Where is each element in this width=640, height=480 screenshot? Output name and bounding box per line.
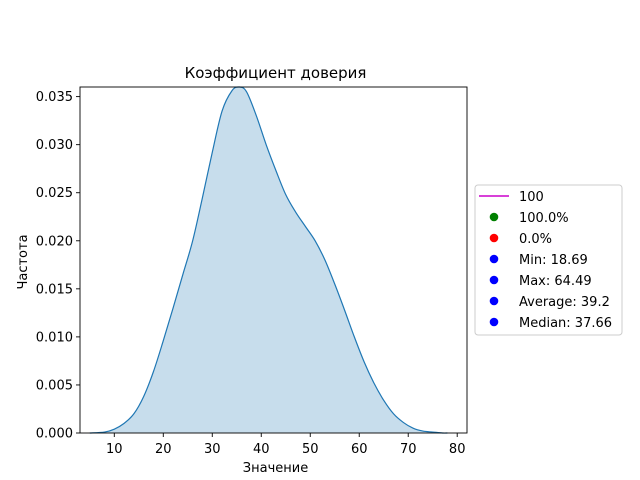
legend-label: 0.0% [519,232,552,247]
x-tick-label: 20 [155,442,172,457]
x-tick-label: 70 [400,442,417,457]
plot-area [89,86,448,434]
y-tick-label: 0.020 [36,234,73,249]
legend-label: 100.0% [519,211,569,226]
legend-dot-marker [489,317,499,327]
x-tick-label: 10 [106,442,123,457]
axes-frame [79,86,468,434]
axes: 10 20 30 40 50 60 70 80 0.000 0.005 0.010 0.015 0.02… [36,86,468,457]
legend-label: 100 [519,190,544,205]
y-tick-label: 0.000 [36,427,73,442]
density-curve-0 [89,86,448,434]
legend: 100 100.0% 0.0% Min: 18.69 Max: 64.49 Average… [474,184,623,336]
y-tick-label: 0.015 [36,282,73,297]
y-tick-label: 0.035 [36,90,73,105]
x-tick-label: 40 [253,442,270,457]
x-tick-label: 60 [351,442,368,457]
legend-label: Median: 37.66 [519,316,612,331]
y-tick-label: 0.005 [36,378,73,393]
x-tick-label: 80 [449,442,466,457]
x-tick-label: 50 [302,442,319,457]
x-tick-label: 30 [204,442,221,457]
y-tick-label: 0.025 [36,186,73,201]
chart-title: Коэффициент доверия [185,64,367,82]
legend-dot-marker [489,233,499,243]
legend-box [474,184,623,336]
legend-label: Average: 39.2 [519,295,610,310]
legend-label: Max: 64.49 [519,274,592,289]
legend-dot-marker [489,212,499,222]
density-fill-0 [89,86,448,434]
y-tick-label: 0.010 [36,330,73,345]
y-axis-label: Частота [16,234,31,289]
legend-label: Min: 18.69 [519,253,588,268]
y-tick-label: 0.030 [36,138,73,153]
legend-dot-marker [489,275,499,285]
x-axis-label: Значение [243,461,308,476]
legend-dot-marker [489,296,499,306]
legend-dot-marker [489,254,499,264]
